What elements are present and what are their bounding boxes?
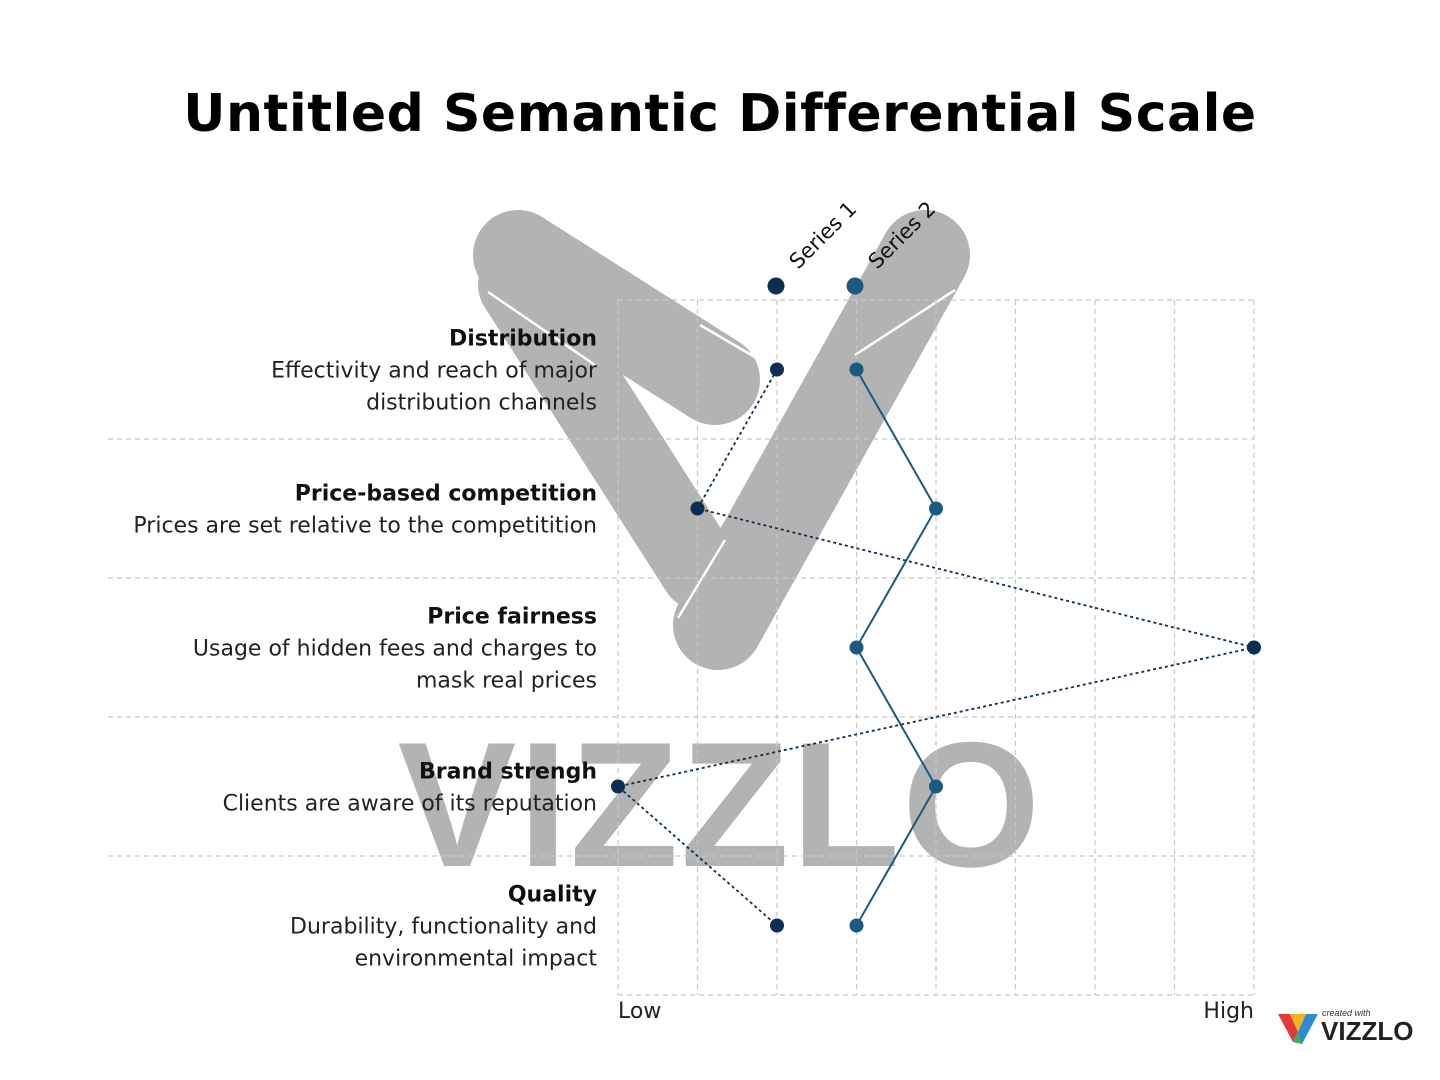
item-label: Distribution bbox=[449, 327, 597, 352]
item-label: Price fairness bbox=[427, 605, 597, 630]
chart-title: Untitled Semantic Differential Scale bbox=[183, 84, 1257, 144]
series-header-marker bbox=[846, 277, 864, 295]
item-description: distribution channels bbox=[366, 391, 597, 416]
watermark-v-logo bbox=[473, 210, 970, 670]
data-point bbox=[849, 918, 864, 933]
vizzlo-badge: created with VIZZLO bbox=[1278, 1008, 1413, 1046]
data-point bbox=[770, 362, 784, 377]
item-label-group: Quality Durability, functionality and envi… bbox=[290, 883, 597, 972]
series-header-marker bbox=[767, 277, 785, 295]
data-point bbox=[849, 362, 864, 377]
item-label-group: Distribution Effectivity and reach of maj… bbox=[271, 327, 598, 416]
item-description: Durability, functionality and bbox=[290, 915, 597, 940]
scale-labels: Low High bbox=[618, 999, 1254, 1024]
data-point bbox=[611, 779, 625, 794]
scale-low-label: Low bbox=[618, 999, 661, 1024]
data-point bbox=[770, 918, 784, 933]
item-label: Brand strengh bbox=[419, 760, 597, 785]
item-label-group: Price fairness Usage of hidden fees and c… bbox=[193, 605, 597, 694]
series-header-label: Series 1 bbox=[785, 197, 862, 274]
badge-brand: VIZZLO bbox=[1321, 1016, 1413, 1046]
data-point bbox=[849, 640, 864, 655]
data-point bbox=[690, 501, 705, 516]
item-label-group: Price-based competition Prices are set re… bbox=[133, 482, 597, 539]
item-label: Quality bbox=[508, 883, 597, 908]
item-label-group: Brand strengh Clients are aware of its re… bbox=[223, 760, 597, 817]
chart-grid bbox=[108, 299, 1255, 996]
data-point bbox=[1247, 640, 1261, 655]
data-point bbox=[929, 779, 943, 794]
item-description: Usage of hidden fees and charges to bbox=[193, 637, 597, 662]
watermark-text: VIZZLO bbox=[398, 705, 1043, 904]
item-label: Price-based competition bbox=[295, 482, 597, 507]
badge-caption: created with bbox=[1322, 1008, 1371, 1018]
item-description: Clients are aware of its reputation bbox=[223, 792, 597, 817]
vizzlo-logo-icon bbox=[1278, 1014, 1318, 1044]
item-description: environmental impact bbox=[355, 947, 598, 972]
item-labels: Distribution Effectivity and reach of maj… bbox=[133, 327, 598, 972]
item-description: mask real prices bbox=[416, 669, 597, 694]
scale-high-label: High bbox=[1203, 999, 1254, 1024]
vizzlo-watermark: VIZZLO bbox=[398, 210, 1043, 904]
item-description: Effectivity and reach of major bbox=[271, 359, 598, 384]
item-description: Prices are set relative to the competiti… bbox=[133, 514, 597, 539]
data-point bbox=[929, 501, 943, 516]
